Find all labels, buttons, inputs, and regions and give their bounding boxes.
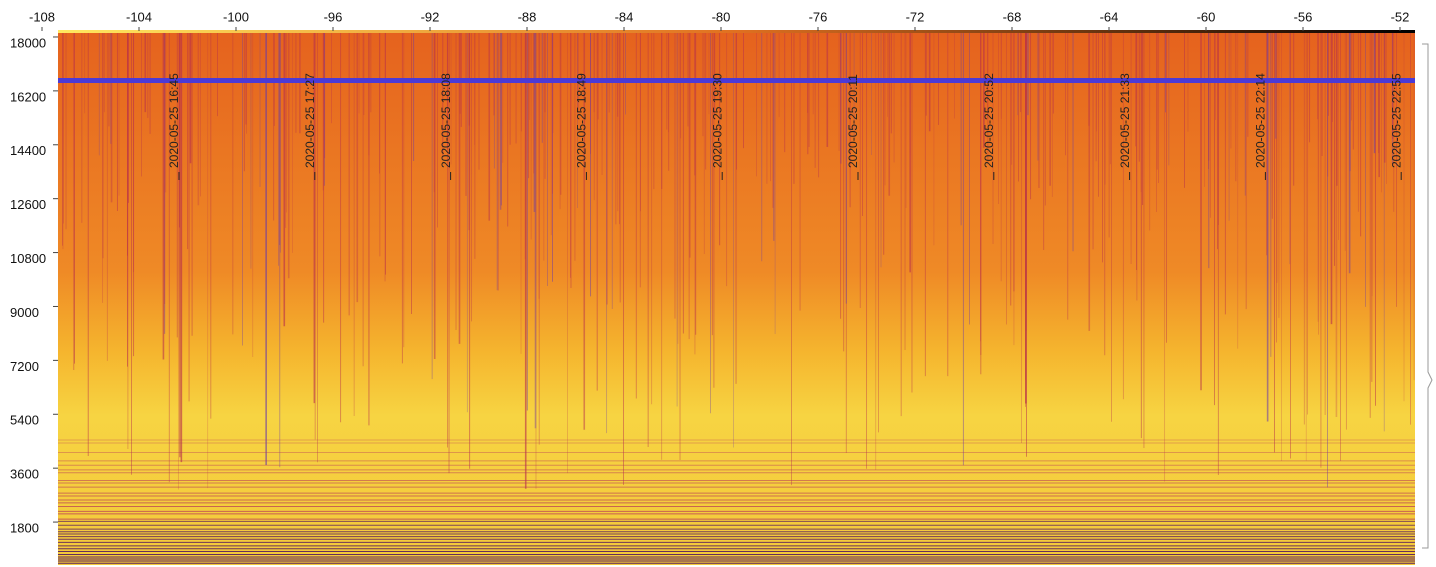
x-tick-label: -76 xyxy=(809,9,828,24)
spectrogram-texture xyxy=(58,32,1415,564)
x-tick-label: -84 xyxy=(615,9,634,24)
y-tick-label: 1800 xyxy=(10,521,39,536)
y-tick-label: 3600 xyxy=(10,467,39,482)
timestamp-label: 2020-05-25 16:45 xyxy=(167,73,181,168)
side-bracket xyxy=(1422,43,1433,549)
y-tick-label: 14400 xyxy=(10,143,46,158)
y-tick-label: 18000 xyxy=(10,35,46,50)
x-tick-label: -88 xyxy=(518,9,537,24)
y-tick-label: 16200 xyxy=(10,89,46,104)
color-strip xyxy=(58,30,1415,33)
timestamp-label: 2020-05-25 20:11 xyxy=(846,74,860,168)
y-tick-label: 12600 xyxy=(10,197,46,212)
x-tick-label: -96 xyxy=(324,9,343,24)
x-tick-label: -72 xyxy=(906,9,925,24)
x-tick-label: -52 xyxy=(1391,9,1410,24)
x-tick-label: -80 xyxy=(712,9,731,24)
timestamp-label: 2020-05-25 18:08 xyxy=(439,73,453,168)
x-tick-label: -56 xyxy=(1294,9,1313,24)
timestamp-label: 2020-05-25 19:30 xyxy=(710,73,724,168)
y-tick-label: 10800 xyxy=(10,251,46,266)
x-tick-label: -92 xyxy=(421,9,440,24)
timestamp-label: 2020-05-25 17:27 xyxy=(303,73,317,168)
timestamp-label: 2020-05-25 22:14 xyxy=(1254,73,1268,168)
x-tick-label: -104 xyxy=(126,9,152,24)
timestamp-label: 2020-05-25 22:55 xyxy=(1389,73,1403,168)
x-tick-label: -64 xyxy=(1100,9,1119,24)
x-tick-label: -68 xyxy=(1003,9,1022,24)
x-tick-label: -60 xyxy=(1197,9,1216,24)
timestamp-label: 2020-05-25 20:52 xyxy=(982,73,996,168)
timestamp-label: 2020-05-25 21:33 xyxy=(1118,73,1132,168)
timestamp-label: 2020-05-25 18:49 xyxy=(575,73,589,168)
x-tick-label: -108 xyxy=(29,9,55,24)
y-tick-label: 5400 xyxy=(10,413,39,428)
x-tick-label: -100 xyxy=(223,9,249,24)
blue-band xyxy=(58,78,1415,83)
y-tick-label: 7200 xyxy=(10,359,39,374)
y-tick-label: 9000 xyxy=(10,305,39,320)
